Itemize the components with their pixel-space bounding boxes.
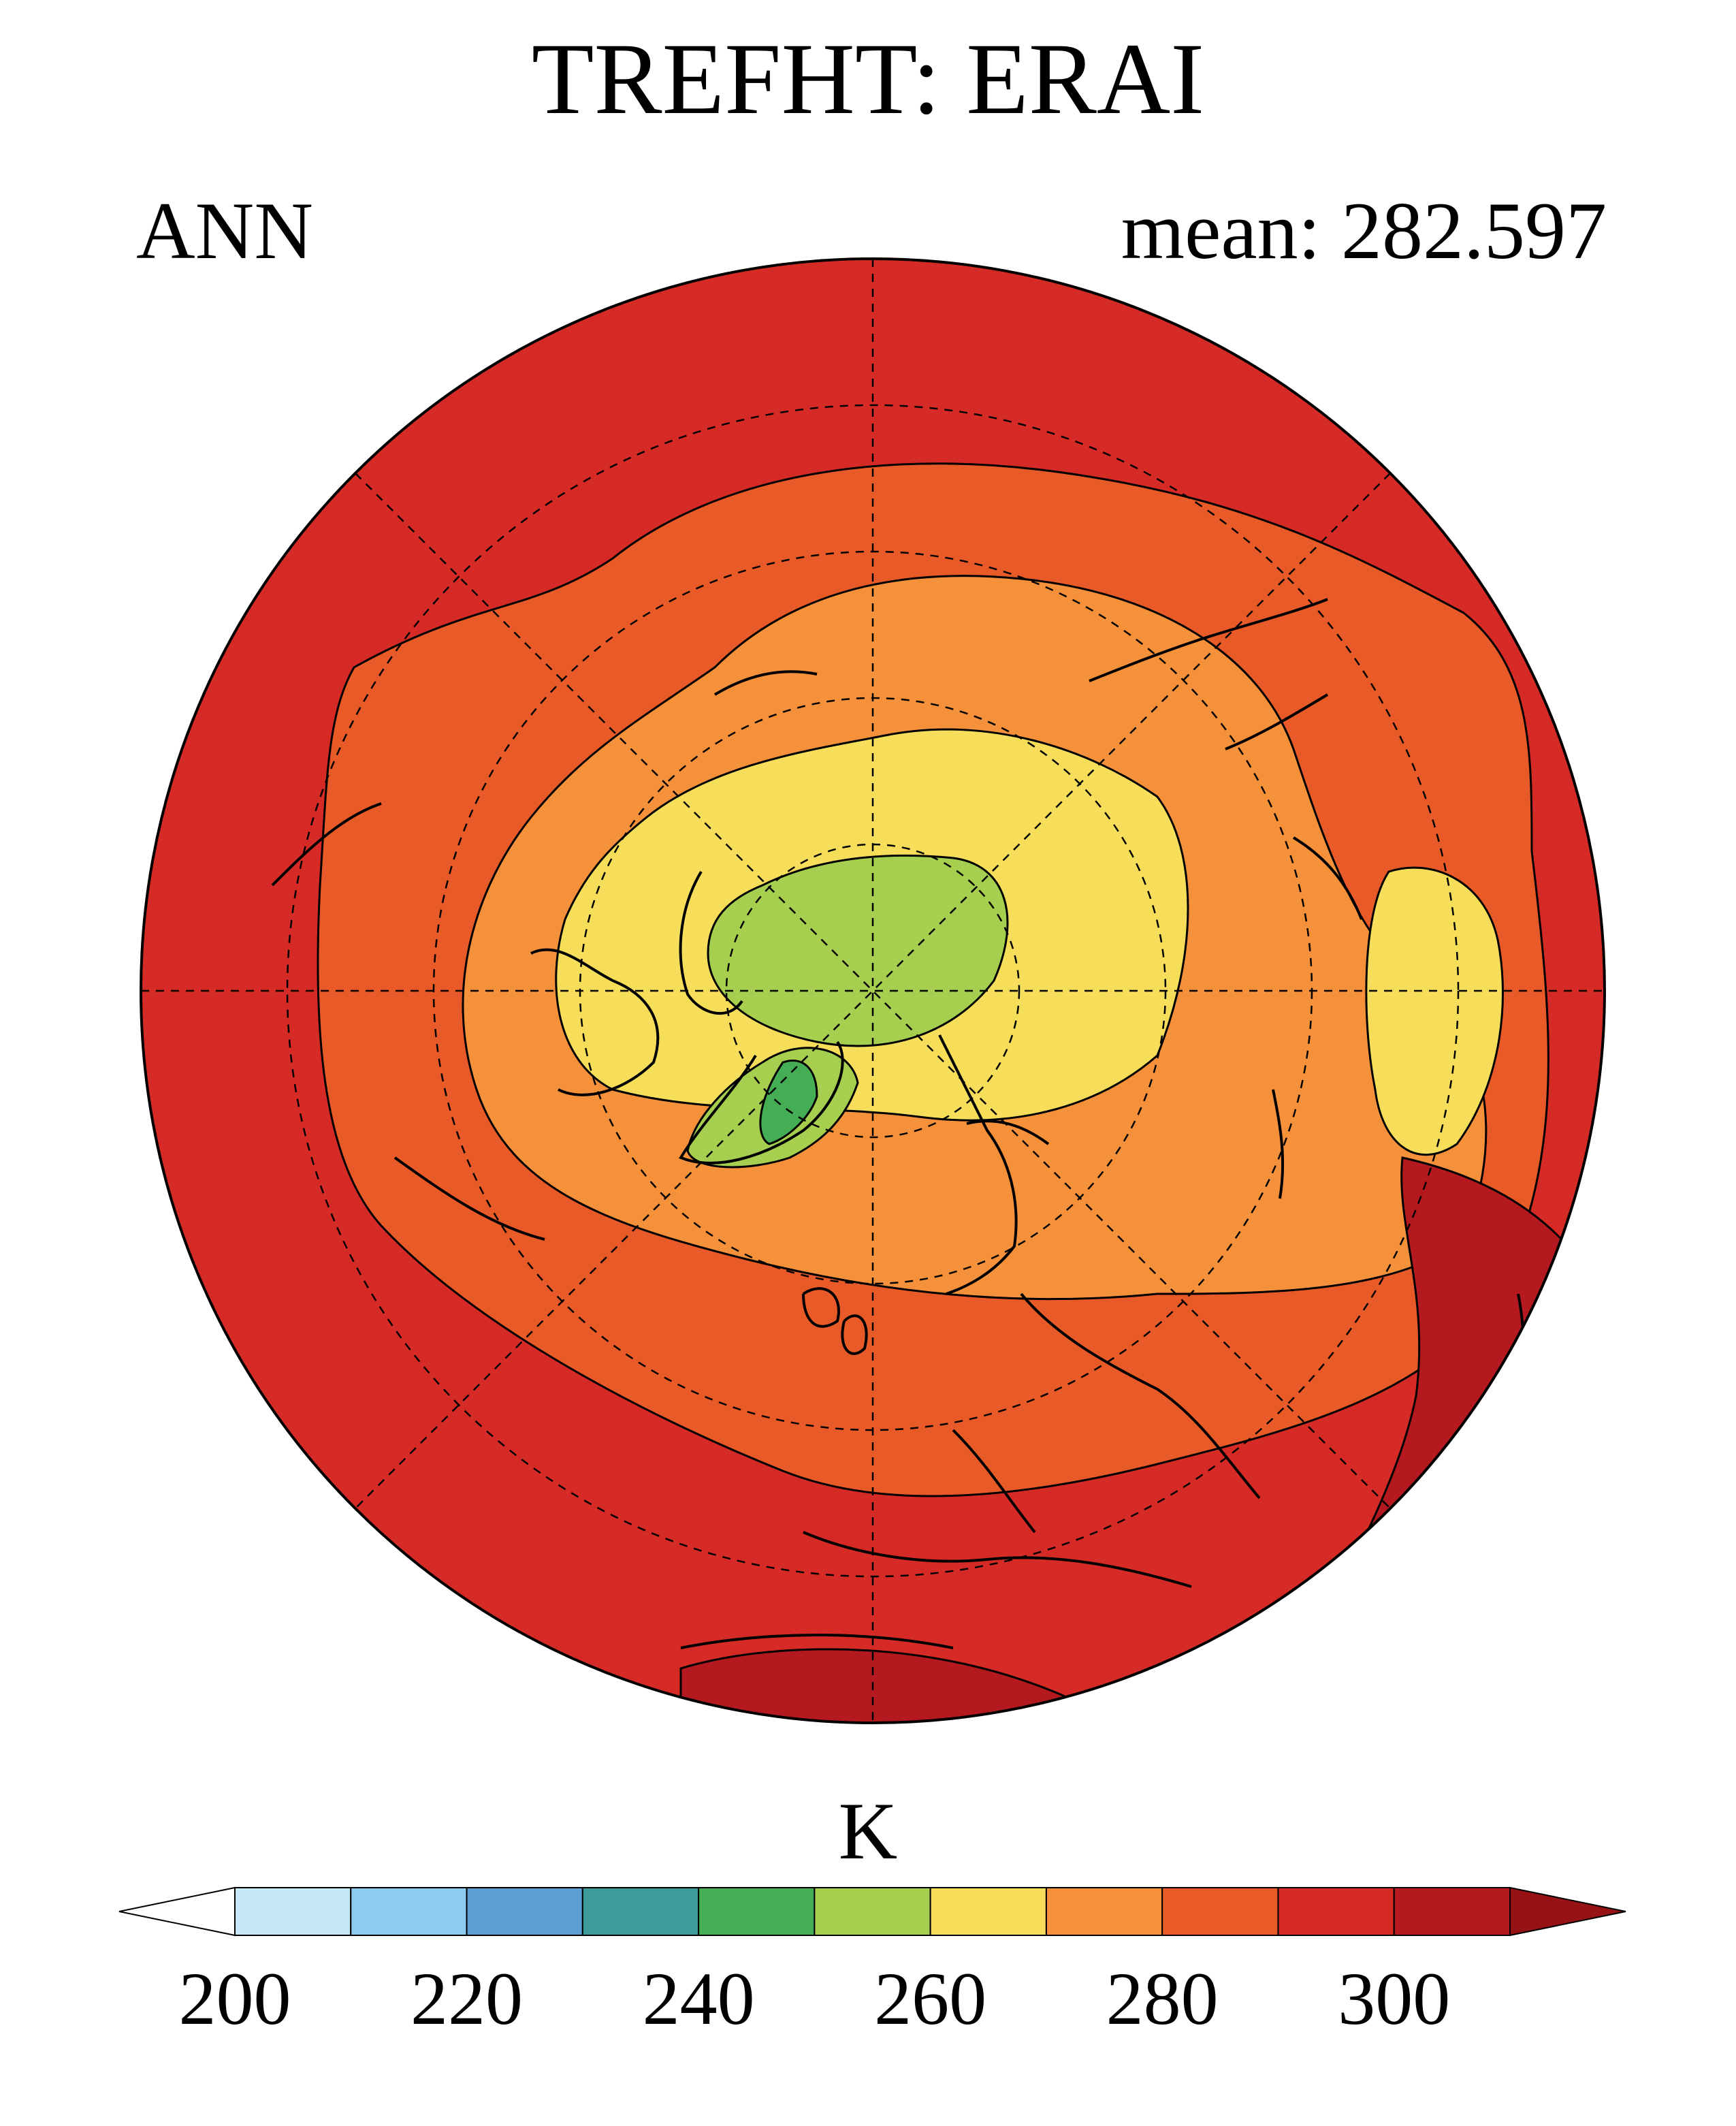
mean-value-label: mean: 282.597 xyxy=(1121,185,1607,276)
colorbar-tick-label: 220 xyxy=(411,1957,523,2040)
globe-border xyxy=(140,257,1606,1724)
colorbar-box xyxy=(581,1887,700,1936)
colorbar-box xyxy=(466,1887,583,1936)
graticule xyxy=(141,259,1605,1723)
colorbar-box xyxy=(929,1887,1047,1936)
colorbar-box xyxy=(698,1887,816,1936)
colorbar-tick-label: 280 xyxy=(1106,1957,1219,2040)
colorbar-tick-label: 200 xyxy=(179,1957,291,2040)
colorbar-box xyxy=(1393,1887,1511,1936)
colorbar-box xyxy=(814,1887,931,1936)
colorbar-tick-label: 240 xyxy=(643,1957,755,2040)
colorbar-tick-label: 300 xyxy=(1338,1957,1450,2040)
band-east-asia-warm xyxy=(1365,866,1504,1156)
colorbar-min-extend xyxy=(118,1886,236,1937)
colorbar: 200 220 240 260 280 300 xyxy=(118,1886,1626,2040)
band-250-260 xyxy=(707,854,1009,1047)
colorbar-box xyxy=(1045,1887,1163,1936)
colorbar-units-label: K xyxy=(838,1786,898,1876)
band-240-250 xyxy=(759,1060,818,1145)
plot-title: TREFHT: ERAI xyxy=(531,22,1205,136)
season-label: ANN xyxy=(136,185,313,276)
colorbar-box xyxy=(1277,1887,1395,1936)
colorbar-box xyxy=(350,1887,468,1936)
colorbar-tick-label: 260 xyxy=(874,1957,986,2040)
colorbar-box xyxy=(234,1887,352,1936)
colorbar-max-extend xyxy=(1509,1886,1626,1937)
colorbar-box xyxy=(1161,1887,1279,1936)
